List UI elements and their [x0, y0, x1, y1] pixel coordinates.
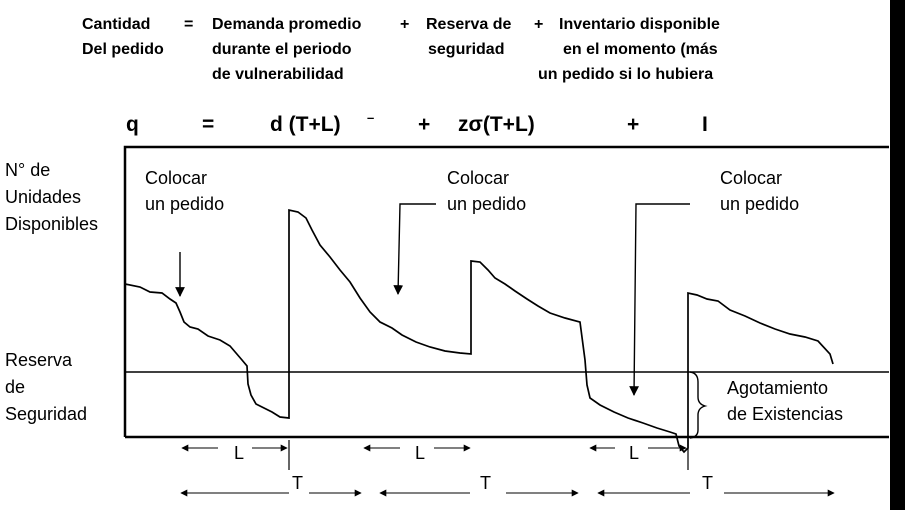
header-plus-2: +: [534, 16, 543, 33]
lead-time-label-2: L: [415, 443, 425, 463]
stockout-brace: [689, 371, 708, 439]
period-marker-3: T: [597, 473, 835, 497]
y-label-line-2: Unidades: [5, 187, 81, 207]
header-reserva-2: seguridad: [428, 41, 504, 58]
order-callout-3-line-1: Colocar: [720, 168, 782, 188]
safety-label-line-3: Seguridad: [5, 404, 87, 424]
header-demanda-1: Demanda promedio: [212, 16, 362, 33]
order-callout-1-line-2: un pedido: [145, 194, 224, 214]
lead-time-label-1: L: [234, 443, 244, 463]
lead-time-label-3: L: [629, 443, 639, 463]
header-equals: =: [184, 16, 193, 33]
order-arrow-2: [393, 203, 436, 295]
header-del-pedido: Del pedido: [82, 41, 164, 58]
formula-demand: d (T+L): [270, 113, 341, 136]
formula-plus-2: +: [627, 113, 639, 136]
plot-frame: [123, 145, 889, 437]
lead-time-marker-1: L: [181, 443, 288, 463]
period-marker-1: T: [180, 473, 362, 497]
order-arrow-3: [629, 203, 690, 396]
inventory-level-curve: [124, 208, 834, 454]
order-callout-2-line-2: un pedido: [447, 194, 526, 214]
header-cantidad: Cantidad: [82, 16, 150, 33]
y-label-line-3: Disponibles: [5, 214, 98, 234]
lead-time-marker-3: L: [589, 443, 687, 463]
stockout-label-line-1: Agotamiento: [727, 378, 828, 398]
period-label-2: T: [480, 473, 491, 493]
formula-safety-stock: zσ(T+L): [458, 113, 535, 136]
period-marker-2: T: [379, 473, 579, 497]
header-plus-1: +: [400, 16, 409, 33]
header-inventario-1: Inventario disponible: [559, 16, 720, 33]
lead-time-marker-2: L: [363, 443, 471, 463]
order-callout-1-line-1: Colocar: [145, 168, 207, 188]
header-demanda-3: de vulnerabilidad: [212, 66, 344, 83]
order-callout-3-line-2: un pedido: [720, 194, 799, 214]
period-label-1: T: [292, 473, 303, 493]
formula-plus-1: +: [418, 113, 430, 136]
formula-q: q: [126, 113, 139, 136]
safety-label-line-1: Reserva: [5, 350, 73, 370]
header-inventario-3: un pedido si lo hubiera: [538, 66, 713, 83]
period-label-3: T: [702, 473, 713, 493]
stockout-label-line-2: de Existencias: [727, 404, 843, 424]
header-inventario-2: en el momento (más: [563, 41, 718, 58]
y-label-line-1: N° de: [5, 160, 50, 180]
formula-inventory: I: [702, 113, 708, 136]
header-demanda-2: durante el periodo: [212, 41, 352, 58]
header-reserva-1: Reserva de: [426, 16, 511, 33]
formula-demand-superscript: –: [367, 110, 374, 125]
order-callout-2-line-1: Colocar: [447, 168, 509, 188]
formula-equals: =: [202, 113, 214, 136]
safety-label-line-2: de: [5, 377, 25, 397]
